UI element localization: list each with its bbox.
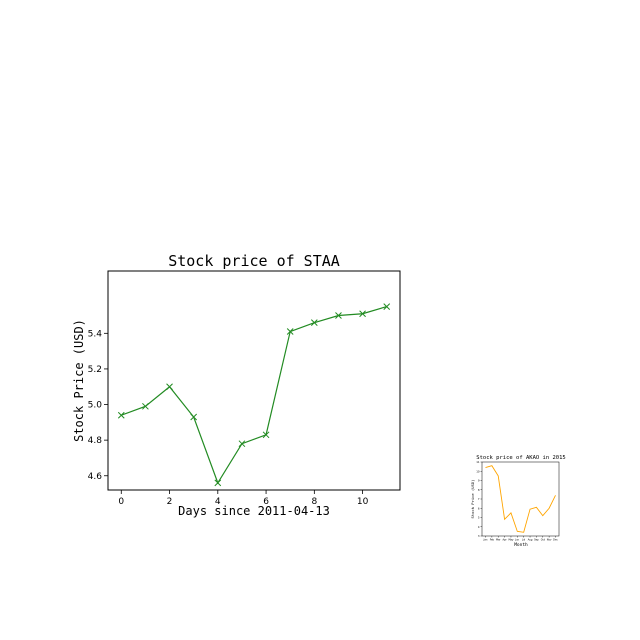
main-series (118, 304, 389, 486)
main-y-tick-label: 4.8 (88, 436, 103, 446)
inset-x-tick-label: Apr (503, 539, 507, 542)
inset-x-axis-label: Month (514, 542, 528, 548)
inset-y-tick-label: 3 (478, 534, 480, 538)
inset-x-tick-label: Jun (514, 539, 519, 542)
main-data-point (239, 441, 245, 447)
inset-series (486, 466, 556, 533)
main-data-point (191, 414, 197, 420)
inset-x-tick-label: Oct (541, 539, 545, 542)
inset-y-tick-label: 11 (476, 460, 480, 464)
inset-y-tick-label: 4 (478, 525, 480, 529)
inset-y-tick-label: 6 (478, 506, 480, 510)
main-series-line (121, 307, 386, 483)
main-y-tick-label: 5.4 (88, 329, 103, 339)
main-plot-area (108, 271, 400, 490)
inset-x-tick-label: Aug (528, 539, 533, 542)
inset-x-tick-label: Jan (483, 539, 488, 542)
main-y-tick-label: 4.6 (88, 472, 103, 482)
inset-y-tick-label: 10 (476, 469, 480, 473)
main-y-axis-label: Stock Price (USD) (72, 319, 86, 442)
main-data-point (167, 384, 173, 390)
inset-chart: Stock price of AKAO in 2015 Jan Feb Mar Apr… (470, 455, 566, 548)
main-y-tick-label: 5.2 (88, 365, 102, 375)
inset-x-tick-label: Sep (534, 539, 539, 542)
inset-x-tick-label: Jul (521, 539, 525, 542)
inset-x-tick-label: Dec (553, 539, 558, 542)
main-y-axis: 4.6 4.8 5.0 5.2 5.4 (88, 329, 108, 481)
inset-y-tick-label: 7 (478, 497, 480, 501)
inset-x-tick-label: May (508, 539, 514, 542)
main-chart: Stock price of STAA 0 2 4 6 8 10 4.64.85.05.2… (72, 252, 400, 518)
inset-y-tick-label: 8 (478, 488, 480, 492)
main-data-point (118, 412, 124, 418)
main-chart-title: Stock price of STAA (168, 252, 340, 270)
inset-y-tick-label: 5 (478, 516, 480, 520)
inset-y-axis: 3 4 5 6 7 8 9 10 11 (476, 460, 482, 538)
inset-x-tick-label: Feb (490, 539, 495, 542)
inset-x-tick-label: Nov (547, 539, 552, 542)
main-x-tick-label: 10 (357, 497, 369, 507)
inset-y-tick-label: 9 (478, 479, 480, 483)
inset-chart-title: Stock price of AKAO in 2015 (476, 455, 565, 461)
inset-series-line (486, 466, 556, 533)
inset-y-axis-label: Stock Price (USD) (470, 480, 475, 519)
inset-x-tick-label: Mar (496, 539, 501, 542)
main-x-tick-label: 2 (167, 497, 173, 507)
main-data-point (215, 480, 221, 486)
main-x-axis-label: Days since 2011-04-13 (178, 504, 330, 518)
inset-plot-area (482, 462, 559, 536)
main-y-tick-label: 5.0 (88, 401, 103, 411)
main-data-point (142, 403, 148, 409)
inset-x-axis: Jan Feb Mar Apr May Jun Jul Aug Sep Oct Nov Dec (483, 536, 559, 542)
main-x-tick-label: 0 (118, 497, 124, 507)
